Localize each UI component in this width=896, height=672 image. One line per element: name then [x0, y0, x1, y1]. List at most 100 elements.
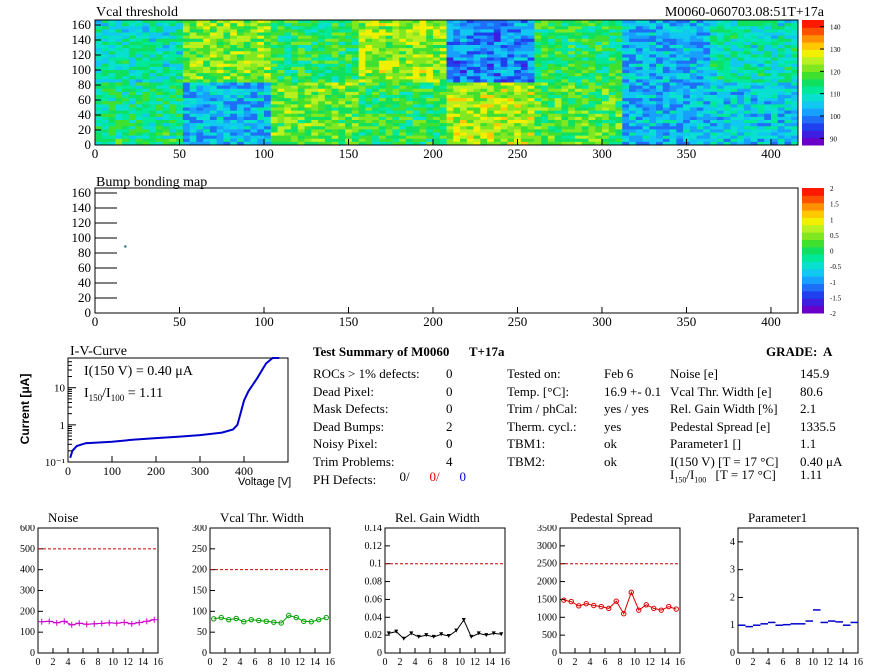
map-cell [189, 41, 197, 46]
map-cell [683, 110, 691, 115]
map-cell [351, 141, 360, 146]
map-cell [588, 51, 596, 55]
map-cell [189, 20, 197, 24]
map-cell [493, 48, 501, 52]
map-cell [419, 116, 427, 121]
map-cell [297, 45, 305, 49]
map-cell [689, 63, 698, 68]
map-cell [534, 132, 542, 137]
map-cell [182, 98, 191, 102]
map-cell [696, 66, 704, 71]
map-cell [784, 120, 792, 124]
map-cell [777, 110, 785, 115]
map-cell [656, 60, 664, 65]
map-cell [500, 66, 508, 71]
map-cell [365, 98, 373, 102]
map-cell [696, 48, 704, 52]
map-cell [750, 38, 758, 43]
map-cell [95, 138, 103, 143]
map-cell [689, 38, 698, 43]
map-cell [230, 110, 238, 115]
map-cell [149, 104, 157, 108]
map-cell [135, 88, 143, 93]
map-cell [460, 54, 468, 58]
palette-swatch [802, 283, 824, 292]
map-cell [223, 38, 231, 43]
map-cell [115, 57, 123, 62]
map-cell [277, 95, 285, 99]
map-cell [372, 82, 380, 87]
map-cell [257, 104, 265, 108]
map-cell [372, 57, 380, 62]
map-cell [750, 85, 758, 90]
map-cell [155, 73, 163, 77]
map-cell [743, 63, 752, 68]
map-cell [203, 91, 211, 96]
map-cell [500, 120, 508, 124]
map-cell [791, 35, 799, 40]
map-cell [649, 23, 657, 27]
palette-swatch [802, 202, 824, 211]
map-cell [784, 66, 792, 71]
map-cell [209, 132, 218, 137]
map-cell [777, 38, 785, 43]
palette-swatch [802, 232, 824, 240]
map-cell [649, 101, 657, 105]
iv-y-tick-label: 10 [54, 383, 66, 395]
map-cell [405, 20, 414, 24]
map-cell [439, 132, 447, 137]
map-cell [365, 76, 373, 80]
map-cell [635, 26, 643, 30]
y-tick-label: 0.12 [365, 541, 383, 552]
map-cell [662, 107, 670, 112]
map-cell [331, 23, 339, 27]
map-cell [176, 79, 184, 83]
map-cell [629, 120, 637, 124]
map-cell [284, 76, 292, 80]
map-cell [345, 113, 353, 118]
map-cell [750, 66, 758, 71]
map-cell [331, 20, 339, 24]
map-cell [257, 107, 265, 112]
map-cell [230, 104, 238, 108]
map-cell [777, 113, 785, 118]
map-cell [405, 82, 414, 87]
map-cell [757, 48, 765, 52]
map-cell [351, 91, 360, 96]
map-cell [230, 85, 238, 90]
map-cell [399, 60, 407, 65]
map-cell [304, 57, 312, 62]
map-cell [196, 126, 204, 130]
map-cell [487, 20, 495, 24]
map-cell [324, 135, 332, 140]
map-cell [236, 113, 245, 118]
map-cell [615, 54, 623, 58]
map-cell [419, 51, 427, 55]
map-cell [291, 120, 299, 124]
map-cell [392, 41, 400, 46]
map-cell [764, 32, 772, 37]
map-cell [554, 45, 562, 49]
map-cell [311, 29, 319, 33]
map-cell [135, 66, 143, 71]
map-cell [696, 91, 704, 96]
map-cell [493, 88, 501, 93]
map-cell [493, 101, 501, 105]
map-cell [250, 110, 258, 115]
map-cell [223, 113, 231, 118]
map-cell [101, 70, 109, 74]
map-cell [432, 107, 441, 112]
map-cell [500, 116, 508, 121]
map-cell [683, 63, 691, 68]
map-cell [710, 123, 718, 127]
map-cell [534, 110, 542, 115]
map-cell [453, 85, 461, 90]
grade: GRADE: A [766, 344, 833, 359]
map-cell [378, 76, 387, 80]
map-cell [263, 66, 272, 71]
map-cell [122, 32, 130, 37]
map-cell [392, 57, 400, 62]
map-cell [284, 129, 292, 133]
map-cell [527, 38, 535, 43]
map-cell [743, 85, 752, 90]
